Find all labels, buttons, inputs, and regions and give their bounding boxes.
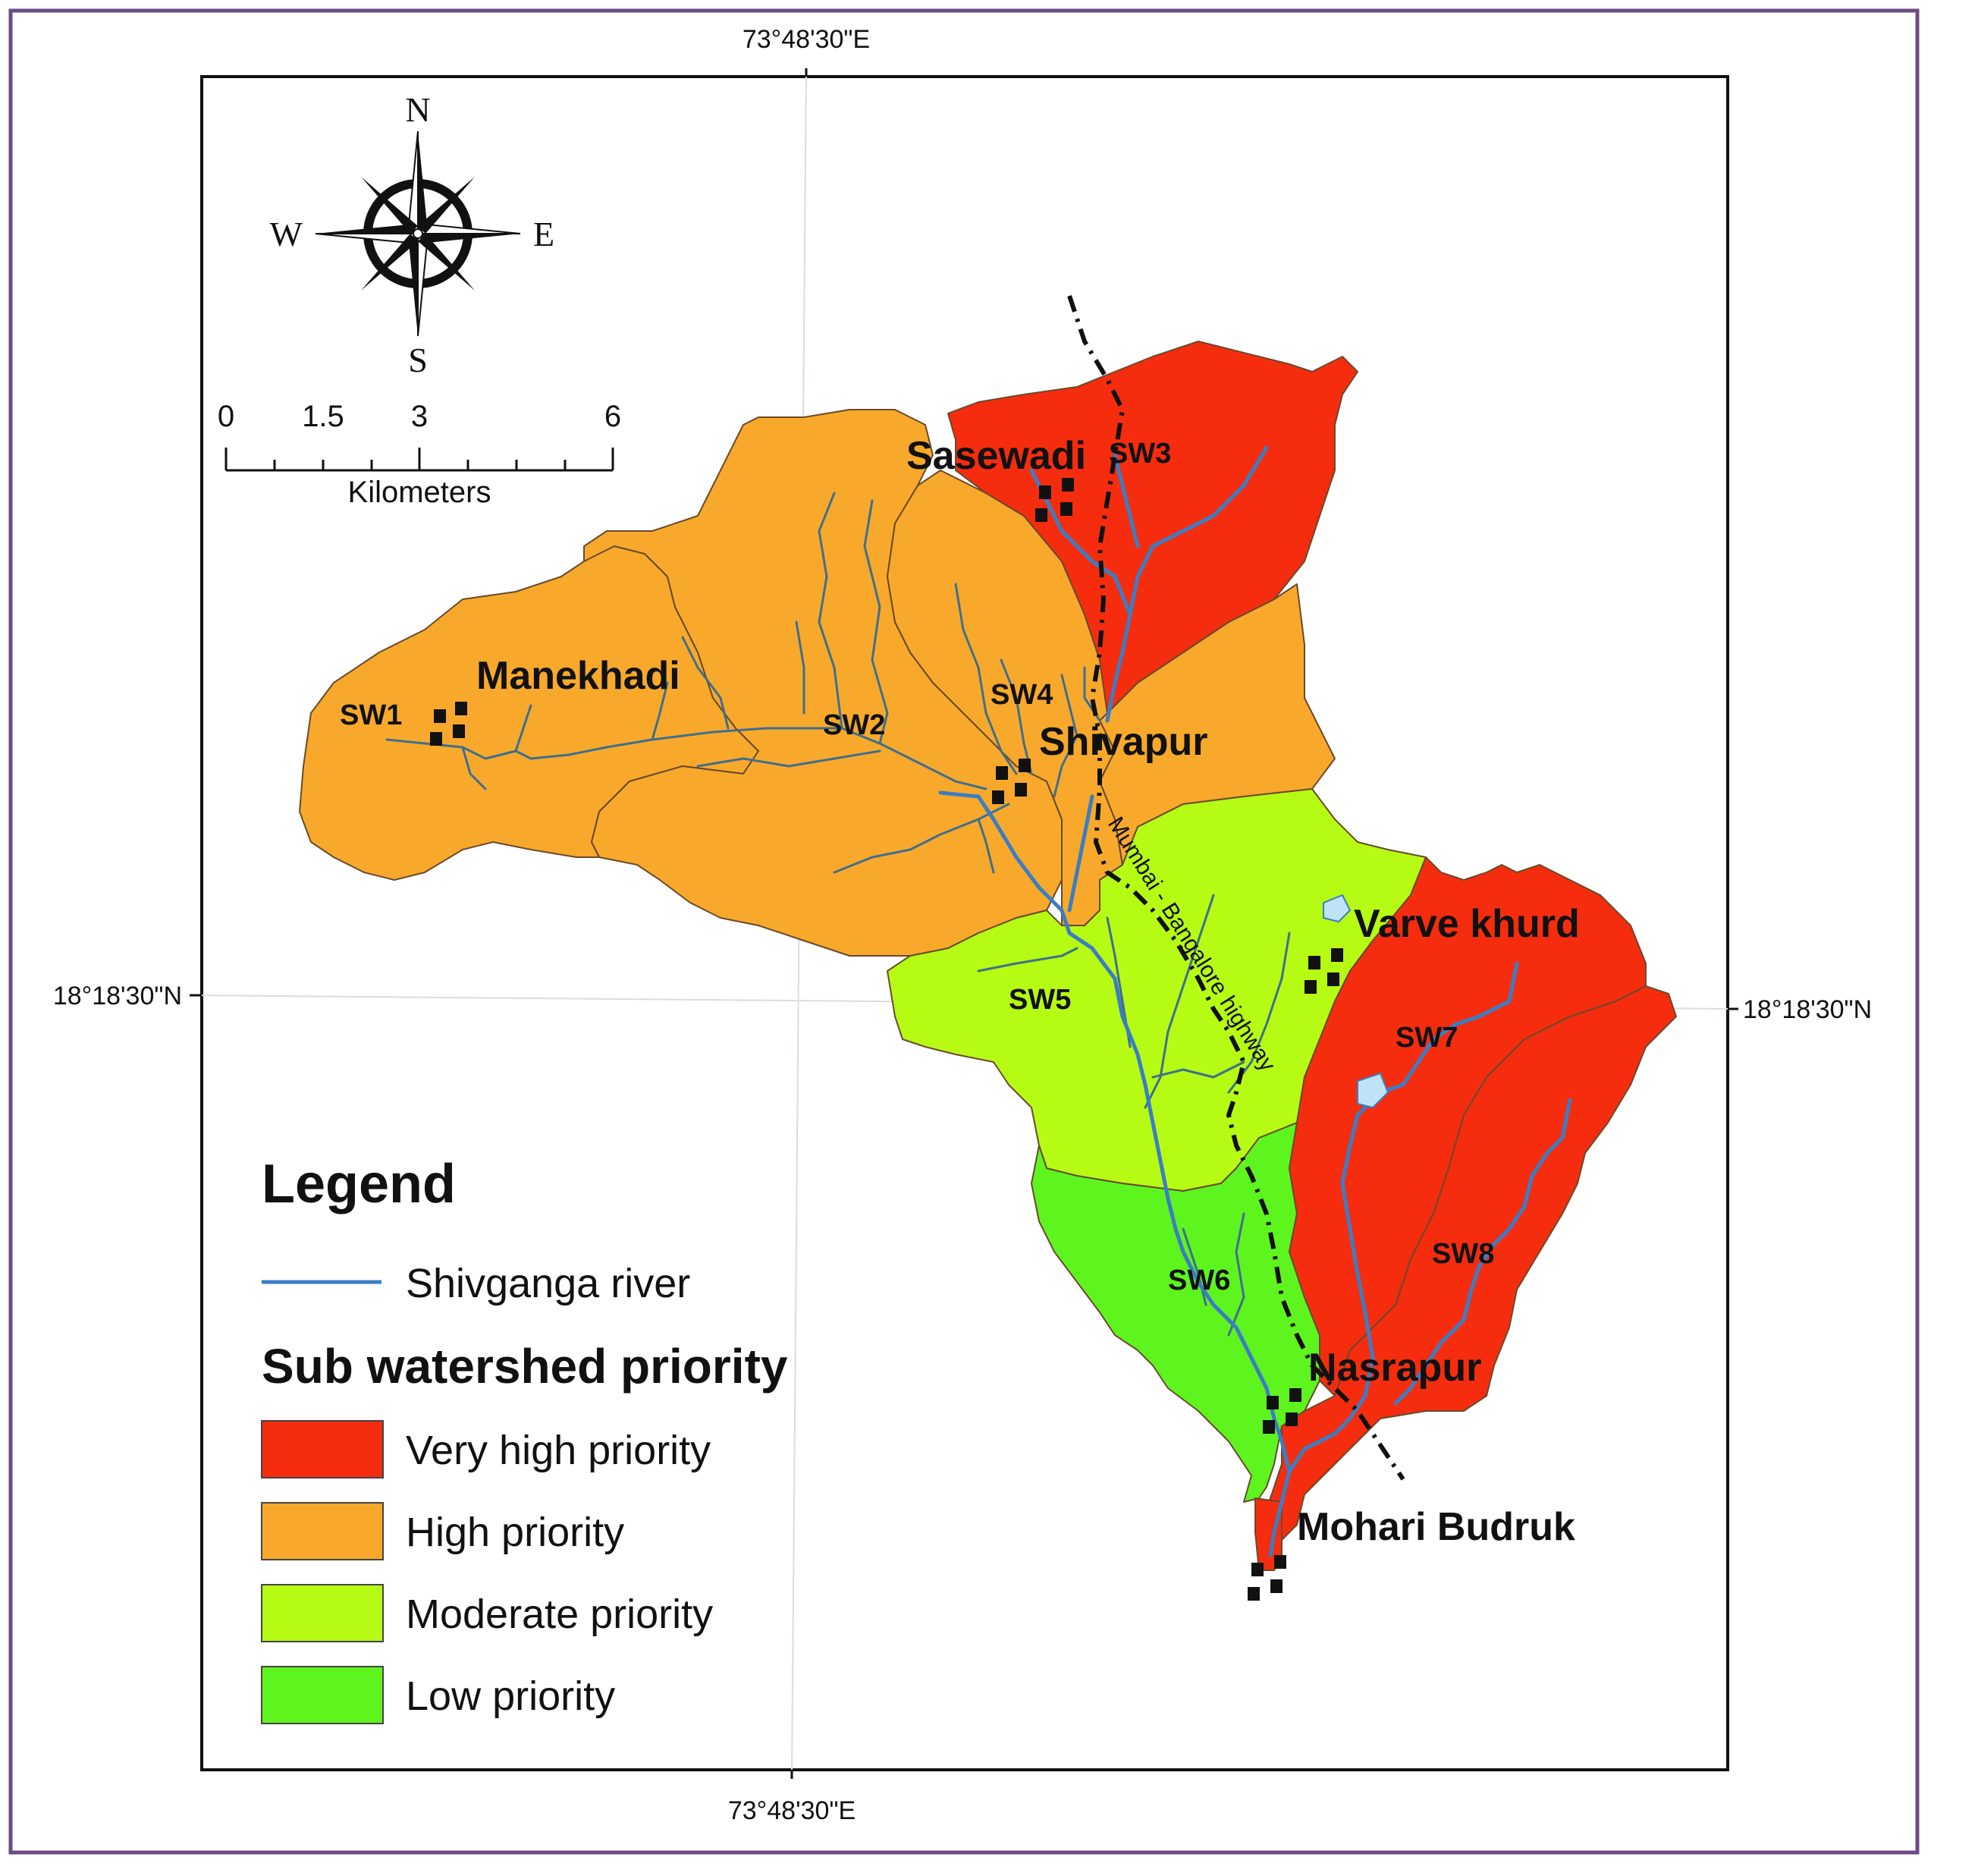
stream-sw2-d xyxy=(795,621,805,715)
legend-title: Legend xyxy=(262,1154,456,1215)
water-body-varve xyxy=(1323,894,1352,923)
compass-point-south xyxy=(409,234,418,336)
legend-swatch-moderate xyxy=(261,1584,384,1642)
stream-sw4 xyxy=(954,583,1018,775)
sw8-polygon xyxy=(1266,985,1677,1563)
stream-sw2-g xyxy=(977,818,995,874)
compass-point-ne xyxy=(418,177,475,234)
river-sw3-trib-2 xyxy=(1113,453,1140,548)
compass-label-west: W xyxy=(270,215,303,253)
sw-label-4: SW4 xyxy=(991,679,1053,711)
compass-point-sw xyxy=(361,234,418,291)
stream-sw4-c xyxy=(1053,674,1078,798)
place-label-mohari-budruk: Mohari Budruk xyxy=(1297,1505,1575,1549)
place-label-sasewadi: Sasewadi xyxy=(906,434,1086,478)
river-sw8 xyxy=(1393,1098,1572,1406)
compass-point-east xyxy=(418,234,520,243)
stream-sw2-e xyxy=(696,749,881,768)
compass-point-west xyxy=(316,225,418,234)
lon-label-bottom: 73°48'30"E xyxy=(728,1796,856,1825)
stream-sw1-e xyxy=(651,681,669,741)
legend-swatch-high xyxy=(261,1502,384,1560)
legend: Legend Shivganga river Sub watershed pri… xyxy=(261,1154,788,1724)
sw-label-7: SW7 xyxy=(1396,1022,1458,1054)
village-icon-sasewadi xyxy=(1035,478,1074,522)
stream-sw2-f xyxy=(833,803,1010,874)
sw6-polygon xyxy=(1031,1122,1320,1503)
river-sw3-branch xyxy=(1105,445,1269,723)
sw-label-5: SW5 xyxy=(1009,984,1071,1016)
sw-label-2: SW2 xyxy=(823,709,885,741)
compass-center xyxy=(413,228,423,239)
compass-point-se xyxy=(418,234,475,291)
sub-watershed-polygons xyxy=(299,341,1677,1571)
stream-sw2-b xyxy=(818,492,843,730)
compass-point-nw xyxy=(361,177,418,234)
legend-river-label: Shivganga river xyxy=(406,1261,690,1306)
compass-label-north: N xyxy=(405,90,430,129)
scale-label-1: 1.5 xyxy=(302,400,344,433)
stream-sw5-e xyxy=(1151,1061,1245,1079)
stream-sw1-d xyxy=(681,636,730,730)
village-icon-varve-khurd xyxy=(1305,948,1343,994)
scale-unit: Kilometers xyxy=(348,476,491,509)
stream-sw1-c xyxy=(514,704,532,753)
village-icon-mohari-budruk xyxy=(1248,1555,1286,1601)
legend-swatch-very-high xyxy=(261,1420,384,1478)
legend-label-high: High priority xyxy=(406,1510,624,1555)
highway-line xyxy=(1067,295,1405,1481)
compass-point-north xyxy=(418,131,427,234)
stream-sw1 xyxy=(385,727,768,760)
village-markers xyxy=(430,478,1343,1601)
river-main-channel xyxy=(938,790,1292,1557)
place-label-nasrapur: Nasrapur xyxy=(1308,1346,1481,1390)
lat-label-right: 18°18'30"N xyxy=(1743,995,1872,1024)
sw-label-3: SW3 xyxy=(1109,438,1171,470)
place-label-varve-khurd: Varve khurd xyxy=(1354,902,1580,946)
place-label-shivapur: Shivapur xyxy=(1039,720,1208,764)
stream-sw6-b xyxy=(1182,1227,1207,1306)
legend-label-very-high: Very high priority xyxy=(406,1428,711,1473)
sw3-polygon xyxy=(947,341,1358,714)
water-body-sw7 xyxy=(1357,1072,1389,1109)
stream-sw2-c xyxy=(863,499,889,745)
stream-sw6-a xyxy=(1227,1212,1245,1337)
village-icon-shivapur xyxy=(992,759,1031,804)
legend-priority-title: Sub watershed priority xyxy=(262,1339,788,1394)
stream-sw5-b xyxy=(1227,932,1291,1094)
compass-label-south: S xyxy=(408,341,428,379)
scale-label-2: 3 xyxy=(411,400,428,433)
river-north-branch xyxy=(1067,794,1094,913)
scale-bar: 0 1.5 3 6 Kilometers xyxy=(218,400,621,509)
stream-sw1-b xyxy=(461,746,487,790)
compass-rose: N S E W xyxy=(270,90,555,379)
place-label-manekhadi: Manekhadi xyxy=(476,654,680,698)
compass-label-east: E xyxy=(533,215,554,253)
legend-label-low: Low priority xyxy=(406,1673,615,1719)
stream-sw5-d xyxy=(977,947,1078,973)
shivganga-river xyxy=(938,445,1572,1557)
scale-label-0: 0 xyxy=(218,400,234,433)
village-icon-manekhadi xyxy=(430,702,467,746)
legend-swatch-low xyxy=(261,1666,384,1724)
river-sw7 xyxy=(1287,961,1519,1474)
sw-label-8: SW8 xyxy=(1432,1238,1494,1270)
lon-label-top: 73°48'30"E xyxy=(743,25,870,54)
sw-label-6: SW6 xyxy=(1168,1265,1230,1296)
legend-label-moderate: Moderate priority xyxy=(406,1592,713,1637)
stream-sw5-a xyxy=(1144,894,1215,1109)
sw-label-1: SW1 xyxy=(340,699,402,731)
scale-label-3: 6 xyxy=(604,400,621,433)
village-icon-nasrapur xyxy=(1263,1388,1301,1434)
lat-label-left: 18°18'30"N xyxy=(53,982,182,1010)
